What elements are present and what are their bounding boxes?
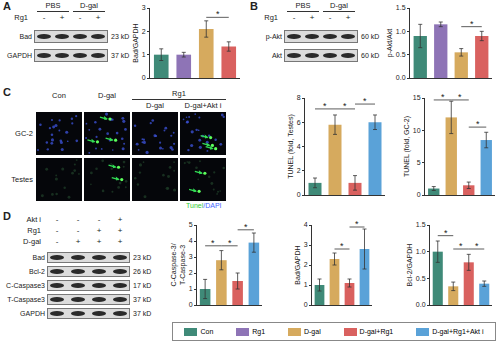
svg-text:4: 4 (297, 143, 301, 150)
html-text:Testes: Testes (11, 174, 33, 184)
html-text:D-gal: D-gal (23, 237, 41, 246)
svg-text:10: 10 (413, 127, 421, 134)
html-text:GAPDH: GAPDH (20, 309, 45, 317)
svg-text:5: 5 (189, 221, 193, 228)
html-text:Bcl-2: Bcl-2 (29, 267, 45, 275)
svg-text:1.5: 1.5 (396, 4, 406, 11)
svg-text:1.0: 1.0 (396, 28, 406, 35)
svg-text:15: 15 (413, 94, 421, 101)
html-text:23 kD: 23 kD (133, 253, 152, 261)
html-text:D-gal: D-gal (80, 1, 98, 10)
svg-text:*: * (340, 241, 344, 251)
svg-text:*: * (470, 19, 474, 29)
html-text:Bad: Bad (32, 253, 45, 261)
html-text:37 kD: 37 kD (111, 51, 130, 59)
html-text:Rg1: Rg1 (14, 13, 28, 22)
svg-text:2: 2 (189, 269, 193, 276)
svg-text:*: * (475, 241, 479, 251)
svg-text:0: 0 (297, 191, 301, 198)
html-text:B: B (250, 0, 258, 12)
html-text:GAPDH: GAPDH (7, 51, 32, 59)
svg-text:*: * (355, 219, 359, 229)
svg-text:3: 3 (189, 253, 193, 260)
html-text:Rg1: Rg1 (264, 13, 278, 22)
svg-text:2: 2 (297, 167, 301, 174)
svg-text:*: * (444, 228, 448, 238)
html-text:D-gal: D-gal (304, 328, 321, 335)
html-text:D-gal: D-gal (330, 1, 348, 10)
svg-text:*: * (343, 101, 347, 111)
svg-text:*: * (323, 101, 327, 111)
svg-text:TUNEL (fold, Testes): TUNEL (fold, Testes) (287, 114, 295, 179)
svg-text:0.0: 0.0 (396, 74, 406, 81)
html-text:D-gal+Rg1: D-gal+Rg1 (359, 328, 394, 335)
html-text:60 kD: 60 kD (361, 51, 380, 59)
html-text:Con: Con (52, 91, 66, 100)
svg-text:*: * (459, 241, 463, 251)
svg-text:1: 1 (189, 285, 193, 292)
html-text:PBS: PBS (45, 1, 61, 10)
svg-text:TUNEL (fold, GC-2): TUNEL (fold, GC-2) (403, 116, 411, 177)
svg-text:*: * (211, 238, 215, 248)
html-text:Akt: Akt (271, 51, 282, 59)
svg-text:*: * (476, 119, 480, 129)
html-text:60 kD: 60 kD (361, 32, 380, 40)
html-text:Rg1: Rg1 (172, 89, 186, 98)
svg-text:4: 4 (189, 237, 193, 244)
svg-text:Bcl-2/GAPDH: Bcl-2/GAPDH (406, 244, 413, 287)
html-text:37 kD: 37 kD (133, 309, 152, 317)
html-text:D-gal: D-gal (146, 101, 164, 110)
svg-text:*: * (458, 92, 462, 102)
svg-text:1: 1 (304, 281, 308, 288)
svg-text:3: 3 (304, 241, 308, 248)
svg-text:*: * (216, 9, 220, 19)
svg-text:C-Caspase-3/T-Caspase-3: C-Caspase-3/T-Caspase-3 (170, 243, 187, 286)
svg-text:1.0: 1.0 (416, 248, 426, 255)
html-text:D: D (3, 210, 11, 222)
svg-text:Bad/GAPDH: Bad/GAPDH (132, 23, 139, 62)
html-text:17 kD: 17 kD (133, 281, 152, 289)
svg-text:*: * (244, 222, 248, 232)
html-text:p-Akt: p-Akt (265, 32, 282, 40)
html-text:Tunel /DAPI: Tunel /DAPI (186, 202, 222, 209)
html-text:Rg1: Rg1 (252, 328, 265, 335)
html-text:23 kD: 23 kD (111, 32, 130, 40)
html-text:C: C (3, 86, 11, 98)
svg-text:0.5: 0.5 (416, 275, 426, 282)
svg-text:*: * (363, 96, 367, 106)
svg-text:1: 1 (142, 51, 146, 58)
svg-text:0: 0 (417, 191, 421, 198)
html-text:D-gal+Akt i: D-gal+Akt i (184, 101, 222, 110)
html-text:Akt i: Akt i (26, 215, 41, 224)
html-text:PBS: PBS (295, 1, 311, 10)
svg-text:1.5: 1.5 (416, 221, 426, 228)
html-text:A: A (3, 0, 11, 12)
html-text:C-Caspase3: C-Caspase3 (6, 281, 45, 289)
svg-text:5: 5 (417, 159, 421, 166)
svg-text:0: 0 (189, 301, 193, 308)
html-text:D-gal: D-gal (98, 91, 116, 100)
html-text:T-Caspase3: T-Caspase3 (7, 295, 45, 303)
html-text:Rg1: Rg1 (27, 226, 41, 235)
svg-text:8: 8 (297, 94, 301, 101)
html-text:GC-2: GC-2 (15, 128, 33, 138)
html-text:D-gal+Rg1+Akt i: D-gal+Rg1+Akt i (432, 328, 484, 335)
html-text:Con: Con (200, 328, 214, 335)
svg-text:0.5: 0.5 (396, 51, 406, 58)
svg-text:*: * (228, 238, 232, 248)
svg-text:2: 2 (142, 28, 146, 35)
svg-text:p-Akt/Akt: p-Akt/Akt (386, 29, 394, 57)
svg-text:*: * (441, 92, 445, 102)
svg-text:0: 0 (304, 301, 308, 308)
svg-text:2: 2 (304, 261, 308, 268)
svg-text:0.0: 0.0 (416, 301, 426, 308)
html-text:Bad: Bad (19, 32, 32, 40)
svg-text:6: 6 (297, 119, 301, 126)
svg-text:Bad/GAPDH: Bad/GAPDH (294, 245, 301, 284)
html-text:26 kD: 26 kD (133, 267, 152, 275)
svg-text:4: 4 (304, 221, 308, 228)
svg-text:0: 0 (142, 74, 146, 81)
html-text:37 kD: 37 kD (133, 295, 152, 303)
svg-text:3: 3 (142, 4, 146, 11)
